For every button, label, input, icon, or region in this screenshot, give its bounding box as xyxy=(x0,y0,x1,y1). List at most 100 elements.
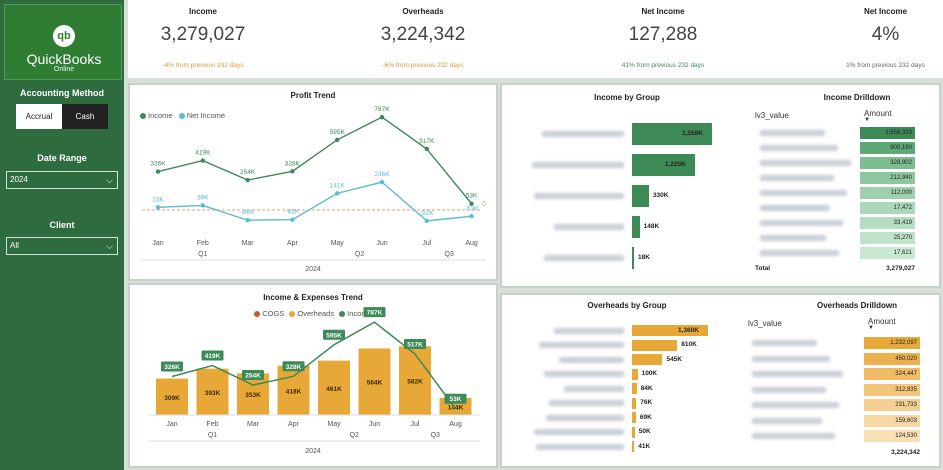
amount-cell: 231,733 xyxy=(864,399,920,411)
tick-label: Mar xyxy=(247,421,260,428)
group-bar[interactable] xyxy=(632,368,638,380)
lv3-value-redacted xyxy=(752,355,830,362)
group-bar[interactable] xyxy=(632,185,649,207)
income-label-box xyxy=(201,350,224,361)
amount-cell: 1,558,333 xyxy=(860,127,915,139)
legend-income: Income xyxy=(148,111,173,120)
lv3-value-header[interactable]: lv3_value xyxy=(748,319,782,328)
amount-cell: 312,835 xyxy=(864,383,920,396)
group-bar[interactable] xyxy=(632,339,678,351)
tick-label: Jan xyxy=(166,421,177,428)
cash-toggle[interactable]: Cash xyxy=(62,104,108,129)
data-point xyxy=(335,191,340,196)
lv3-value-redacted xyxy=(752,433,835,439)
overheads-bar xyxy=(277,365,310,415)
group-bar[interactable] xyxy=(632,154,695,176)
amount-header[interactable]: Amount xyxy=(864,109,892,118)
data-point xyxy=(469,214,474,219)
quarter-label: Q2 xyxy=(350,432,359,439)
income-expenses-legend: COGS Overheads Income xyxy=(130,309,496,318)
group-bar[interactable] xyxy=(632,397,637,409)
data-point xyxy=(469,201,474,206)
bar-label: 810K xyxy=(681,341,697,348)
profit-trend-legend: Income Net Income xyxy=(140,111,225,120)
data-point xyxy=(290,217,295,222)
group-bar[interactable] xyxy=(632,426,635,438)
lv3-value-header[interactable]: lv3_value xyxy=(755,111,789,120)
tick-label: Apr xyxy=(288,421,300,428)
group-label-redacted xyxy=(564,385,624,392)
tick-label: Jul xyxy=(411,421,420,428)
client-select[interactable]: All ⌵ xyxy=(6,237,118,255)
logo-name: QuickBooks xyxy=(26,51,102,67)
group-bar[interactable] xyxy=(632,412,636,423)
data-point xyxy=(379,114,385,120)
group-label-redacted xyxy=(559,356,624,363)
group-bar[interactable] xyxy=(632,441,635,452)
income-label-box xyxy=(242,370,264,381)
tick-label: May xyxy=(331,240,345,247)
group-bar[interactable] xyxy=(632,216,640,238)
data-label: -53K xyxy=(465,205,479,212)
group-bar[interactable] xyxy=(632,383,637,394)
data-point xyxy=(200,203,205,208)
series-line-0 xyxy=(157,116,473,205)
data-point xyxy=(424,146,429,152)
data-point xyxy=(155,205,161,210)
kpi-title: Overheads xyxy=(402,7,444,16)
amount-cell: 1,232,097 xyxy=(864,337,920,349)
group-bar[interactable] xyxy=(632,325,708,336)
data-label: 595K xyxy=(330,129,346,136)
quickbooks-logo: qb QuickBooks Online xyxy=(4,4,122,80)
group-label-redacted xyxy=(542,131,624,137)
group-bar[interactable] xyxy=(632,354,663,365)
client-value: All xyxy=(10,241,19,250)
profit-trend-panel: Profit Trend Income Net Income 0 326K 419K… xyxy=(128,83,498,281)
lv3-value-redacted xyxy=(760,235,826,241)
amount-cell: 17,621 xyxy=(860,247,915,259)
sort-desc-icon[interactable]: ▼ xyxy=(868,325,874,331)
data-label: 254K xyxy=(240,169,256,176)
lv3-value-redacted xyxy=(760,190,847,196)
group-bar[interactable] xyxy=(632,123,712,145)
income-label: 328K xyxy=(286,364,302,371)
income-label: 53K xyxy=(450,396,462,403)
sort-desc-icon[interactable]: ▼ xyxy=(864,117,870,123)
accrual-toggle[interactable]: Accrual xyxy=(16,104,62,129)
tick-label: Feb xyxy=(197,240,209,247)
kpi-net-income-pct: Net Income 4% 1% from previous 232 days xyxy=(828,0,943,78)
legend-net-income: Net Income xyxy=(186,111,226,120)
legend-dot-icon xyxy=(289,311,296,318)
overheads-group-title: Overheads by Group xyxy=(587,301,667,310)
bar-label: 1,360K xyxy=(678,326,699,334)
year-label: 2024 xyxy=(305,266,321,273)
lv3-value-redacted xyxy=(760,160,851,166)
bar-label: 50K xyxy=(638,428,651,435)
kpi-change: 41% from previous 232 days xyxy=(621,62,705,69)
group-bar[interactable] xyxy=(632,247,634,269)
client-label: Client xyxy=(49,220,75,230)
amount-header[interactable]: Amount xyxy=(868,317,896,326)
series-line-1 xyxy=(157,181,472,222)
data-label: 141K xyxy=(330,182,346,189)
amount-cell: 159,603 xyxy=(864,414,920,427)
quarter-label: Q1 xyxy=(198,251,207,258)
lv3-value-redacted xyxy=(752,386,826,393)
overheads-drilldown-title: Overheads Drilldown xyxy=(816,301,898,310)
group-label-redacted xyxy=(544,255,624,261)
bar-label: 41K xyxy=(638,442,651,450)
data-point xyxy=(155,169,161,174)
group-label-redacted xyxy=(534,193,624,199)
total-label: Total xyxy=(755,265,771,272)
income-label: 254K xyxy=(245,373,261,380)
income-label: 787K xyxy=(367,310,383,317)
overheads-bar xyxy=(318,360,350,415)
lv3-value-redacted xyxy=(752,402,839,408)
group-label-redacted xyxy=(534,429,624,435)
income-drilldown-title: Income Drilldown xyxy=(823,93,891,102)
data-point xyxy=(335,137,340,142)
overheads-group-panel: Overheads by Group Overheads Drilldown 1… xyxy=(500,293,941,468)
sidebar: qb QuickBooks Online Accounting Method A… xyxy=(0,0,124,470)
date-range-select[interactable]: 2024 ⌵ xyxy=(6,171,118,189)
